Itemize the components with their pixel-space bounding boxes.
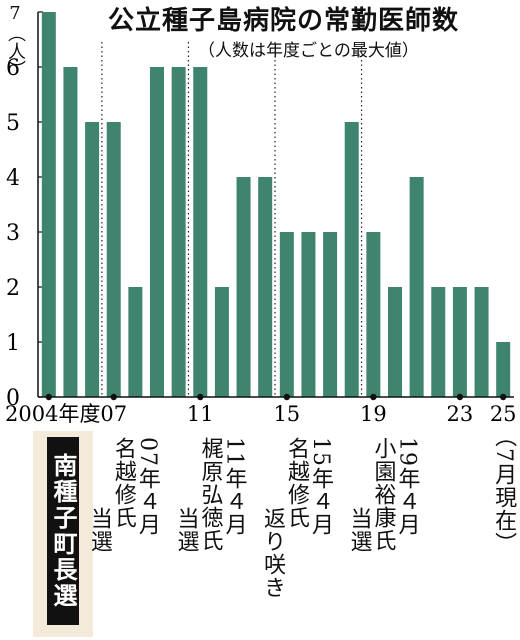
bar-2020 (388, 287, 402, 397)
y-axis-unit: 7 （人） (5, 3, 26, 79)
election-19-result: 当選 (346, 507, 372, 553)
x-tick-dot (499, 393, 507, 401)
bar-2013 (236, 177, 251, 397)
bar-2010 (171, 67, 186, 397)
election-07-result: 当選 (86, 507, 112, 553)
y-tick-label: 2 (6, 276, 20, 301)
bar-2015 (279, 232, 294, 397)
election-15-result: 返り咲き (260, 507, 285, 599)
x-tick-dot (197, 393, 204, 401)
bar-2004 (41, 12, 56, 397)
y-tick-label: 1 (6, 331, 20, 356)
mayor-election-label: 南種子町長選 (47, 437, 79, 625)
bar-2007 (106, 122, 121, 397)
x-tick-label: 2004年度 (5, 402, 100, 426)
x-tick-dot (283, 393, 291, 401)
election-15-candidate: 名越修氏 (284, 437, 309, 529)
election-07-candidate: 名越修氏 (110, 437, 136, 529)
x-tick-dot (45, 393, 53, 401)
y-tick-label: 0 (6, 386, 20, 411)
x-tick-dot (370, 393, 377, 401)
bar-2024 (474, 287, 489, 397)
election-07-date: 07年４月 (134, 437, 160, 536)
bar-2017 (323, 232, 338, 397)
note-2025-july: （7月現在） (491, 425, 517, 555)
bar-2021 (409, 177, 424, 397)
bar-2025 (496, 342, 511, 397)
election-11-result: 当選 (173, 507, 199, 553)
bar-2009 (150, 67, 164, 397)
bar-2016 (301, 232, 316, 397)
y-tick-label: 6 (6, 56, 20, 81)
x-tick-label: 07 (100, 402, 127, 426)
x-tick-label: 15 (273, 402, 300, 426)
bar-2014 (258, 177, 273, 397)
chart-title: 公立種子島病院の常勤医師数 (108, 6, 460, 36)
election-19-candidate: 小園裕康氏 (370, 437, 396, 552)
bar-2008 (128, 287, 143, 397)
x-tick-label: 23 (447, 402, 474, 426)
x-tick-dot (110, 393, 117, 401)
bar-2006 (85, 122, 100, 397)
bar-2005 (63, 67, 78, 397)
election-15-date: 15年４月 (308, 437, 333, 536)
y-tick-label: 3 (6, 221, 20, 246)
bar-2022 (431, 287, 446, 397)
x-tick-label: 19 (360, 402, 387, 426)
bar-2023 (452, 287, 467, 397)
election-11-candidate: 梶原弘徳氏 (197, 437, 223, 552)
x-tick-dot (456, 393, 464, 401)
x-tick-label: 25 (490, 402, 517, 426)
bar-2018 (344, 122, 359, 397)
bar-2012 (214, 287, 229, 397)
chart-subtitle: （人数は年度ごとの最大値） (198, 41, 419, 61)
y-tick-label: 5 (6, 111, 20, 136)
bar-2019 (366, 232, 381, 397)
election-19-date: 19年４月 (394, 437, 420, 536)
bar-2011 (193, 67, 208, 397)
y-tick-label: 4 (6, 166, 20, 191)
x-tick-label: 11 (187, 402, 214, 426)
election-11-date: 11年４月 (221, 437, 247, 536)
